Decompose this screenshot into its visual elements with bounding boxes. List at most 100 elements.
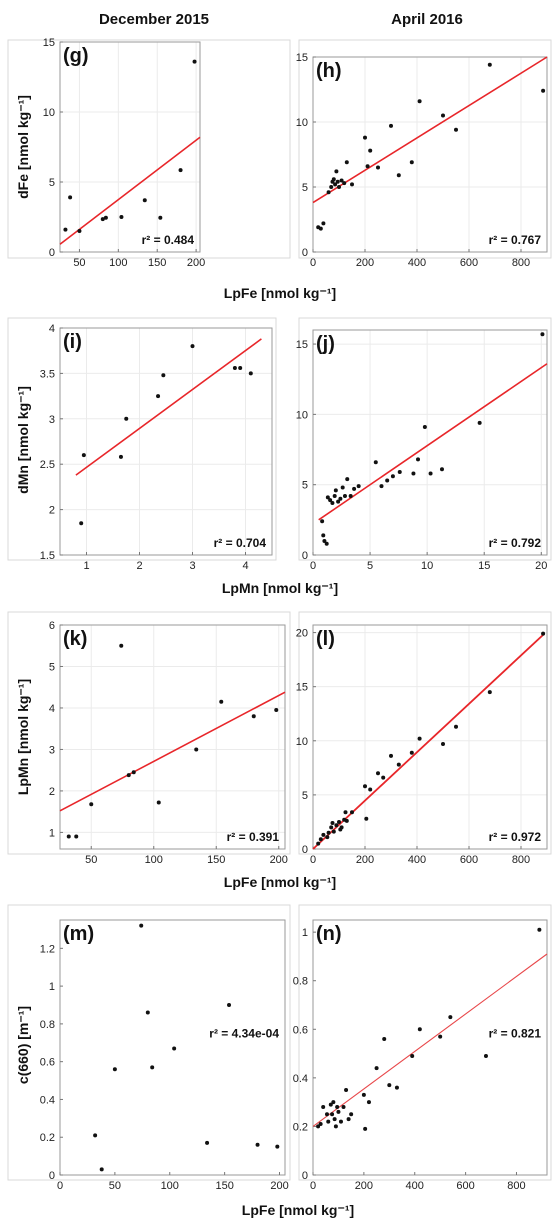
data-point-2 [321,221,326,226]
y-tick-label-4: 3.5 [40,368,55,380]
data-point-25 [487,62,492,67]
y-tick-label-4: 5 [49,661,55,673]
data-point-0 [316,1124,321,1129]
data-point-3 [325,835,330,840]
data-point-0 [320,519,325,524]
x-tick-label-4: 800 [512,854,530,866]
x-tick-label-3: 150 [215,1180,233,1192]
y-tick-label-1: 5 [302,480,308,492]
panel-j: 0 5 10 15 20 0 5 10 15 (j) r² = 0.792 [296,317,552,572]
data-point-17 [364,816,369,821]
data-point-23 [441,113,445,118]
data-point-16 [356,484,361,489]
axes-box [312,919,548,1176]
data-point-23 [394,1085,399,1090]
axes-box [312,624,548,850]
data-point-1 [321,533,326,538]
data-point-9 [337,819,341,824]
data-point-15 [350,810,354,815]
x-tick-label-0: 50 [85,854,97,866]
panel-label: (h) [316,60,342,82]
data-point-3 [100,217,105,222]
data-point-5 [329,825,334,830]
panel-n: 0 200 400 600 800 0 0.2 0.4 0.6 0.8 1 (n) r² = 0.821 [293,904,552,1192]
data-point-15 [352,486,357,491]
y-tick-label-0: 0 [302,844,308,856]
x-tick-label-1: 200 [355,1180,373,1192]
data-point-12 [338,1119,343,1124]
x-tick-label-1: 100 [145,854,163,866]
x-tick-label-2: 400 [408,854,426,866]
data-point-5 [131,770,136,775]
x-tick-label-2: 400 [408,257,426,269]
data-point-16 [365,164,370,169]
data-point-8 [333,488,338,493]
x-tick-label-4: 800 [507,1180,525,1192]
data-point-28 [540,332,545,337]
data-point-3 [124,416,129,421]
panel-h: 0 200 400 600 800 0 5 10 15 (h) r² = 0.767 [296,39,552,269]
data-point-9 [192,59,197,64]
data-point-19 [366,1100,371,1105]
data-point-13 [343,810,348,815]
fit-line [59,691,286,812]
data-point-24 [422,425,427,430]
x-tick-label-0: 0 [310,257,316,269]
data-point-28 [483,1054,488,1058]
data-point-6 [156,800,161,805]
panel-frame [298,317,552,561]
data-point-17 [373,460,378,465]
y-tick-label-2: 10 [296,409,308,421]
data-point-5 [119,215,124,219]
axes-box [312,329,548,556]
y-tick-label-3: 15 [296,339,308,351]
data-point-9 [251,714,256,719]
data-point-23 [409,750,414,755]
data-point-4 [326,830,331,835]
data-point-14 [344,1088,349,1092]
data-point-4 [103,215,108,220]
data-point-25 [441,742,445,747]
x-tick-label-0: 0 [310,560,316,572]
data-point-1 [318,837,323,842]
data-point-24 [417,736,422,741]
x-tick-label-4: 800 [512,257,530,269]
y-tick-label-5: 1 [302,927,308,939]
x-tick-label-0: 0 [57,1180,63,1192]
panel-label: (k) [63,628,87,650]
y-tick-label-3: 0.6 [40,1057,55,1069]
y-axis-label: dFe [nmol kg⁻¹] [15,95,31,199]
data-point-10 [335,1105,340,1109]
data-point-21 [409,160,414,165]
data-point-14 [350,182,354,187]
data-point-3 [139,923,144,928]
r-squared-label: r² = 0.972 [489,830,542,844]
x-tick-label-2: 3 [189,560,195,572]
fit-line [312,632,546,850]
y-tick-label-0: 1 [49,827,55,839]
data-point-5 [328,498,333,503]
data-point-6 [142,198,147,203]
panel-frame [7,611,291,855]
data-point-18 [363,1126,368,1131]
y-tick-label-2: 3 [49,744,55,756]
r-squared-label: r² = 4.34e-04 [209,1026,279,1040]
x-tick-label-2: 10 [421,560,433,572]
x-tick-label-3: 4 [242,560,248,572]
data-point-4 [325,495,330,500]
data-point-3 [324,1112,329,1117]
data-point-2 [112,1067,117,1072]
data-point-7 [331,829,336,834]
panel-frame [298,611,552,855]
data-point-0 [79,521,84,526]
data-point-11 [339,825,344,830]
y-tick-label-3: 0.6 [293,1024,308,1036]
data-point-6 [330,1112,335,1117]
axes-box [59,327,273,556]
data-point-11 [340,485,345,490]
data-point-13 [345,477,350,482]
data-point-22 [396,762,401,767]
data-point-22 [387,1083,392,1088]
data-point-2 [321,832,326,837]
